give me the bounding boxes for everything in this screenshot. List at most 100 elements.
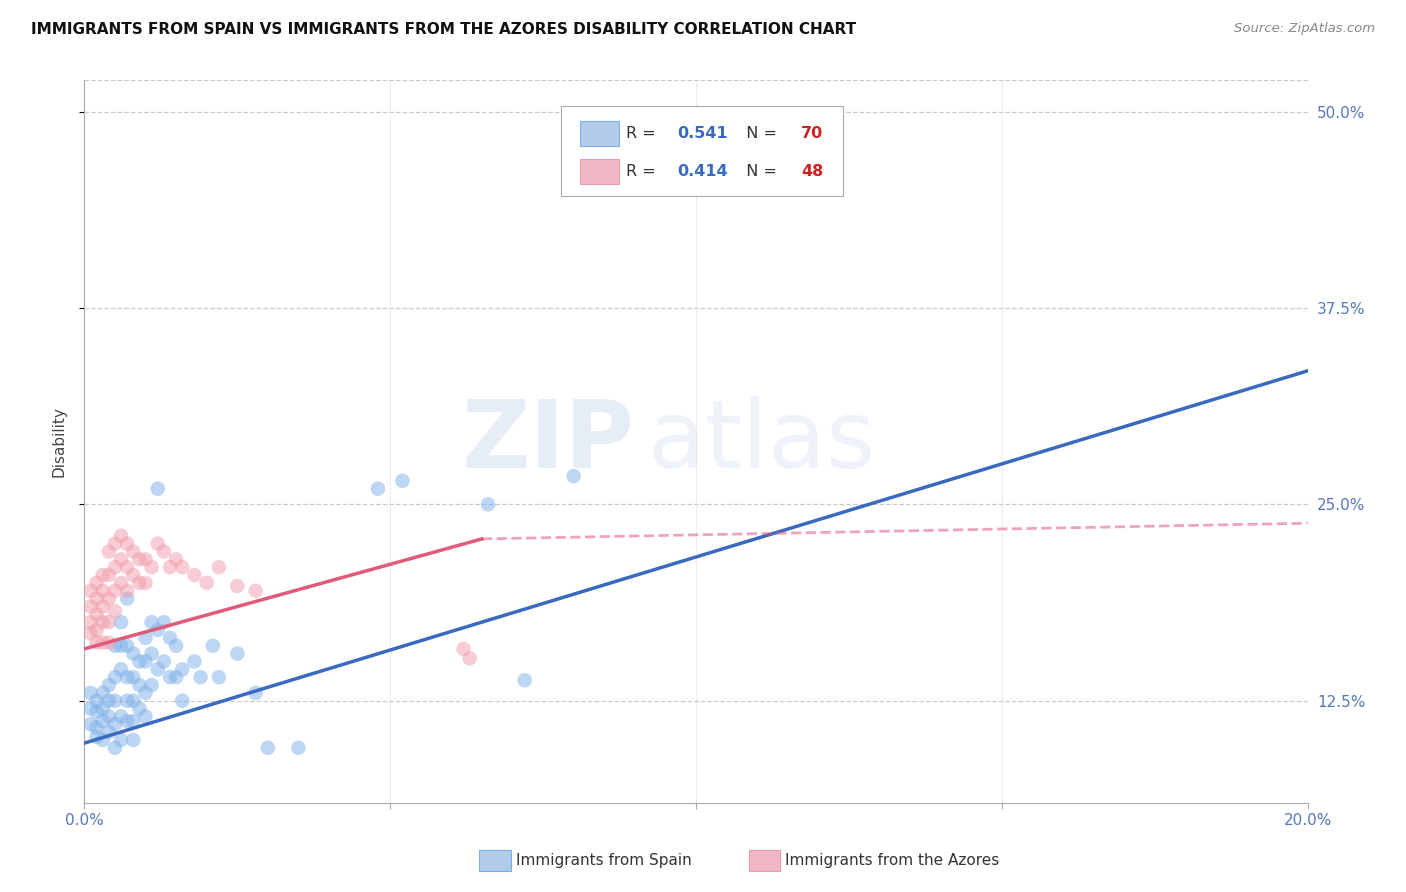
Point bbox=[86, 705, 108, 719]
Point bbox=[104, 583, 127, 598]
Point bbox=[135, 709, 157, 723]
Point bbox=[146, 536, 169, 550]
Point bbox=[104, 560, 127, 574]
Point bbox=[91, 583, 114, 598]
Point bbox=[477, 497, 499, 511]
Point bbox=[391, 474, 413, 488]
Point bbox=[91, 733, 114, 747]
Text: R =: R = bbox=[626, 126, 661, 141]
Point bbox=[146, 623, 169, 637]
Point bbox=[226, 579, 249, 593]
Point bbox=[97, 568, 120, 582]
Y-axis label: Disability: Disability bbox=[51, 406, 66, 477]
Point bbox=[97, 615, 120, 630]
Point bbox=[245, 583, 267, 598]
Point bbox=[104, 670, 127, 684]
Point bbox=[110, 615, 132, 630]
Point bbox=[208, 560, 231, 574]
Point bbox=[201, 639, 224, 653]
FancyBboxPatch shape bbox=[479, 850, 512, 871]
Point bbox=[110, 575, 132, 590]
Point bbox=[104, 740, 127, 755]
Point bbox=[115, 591, 138, 606]
Point bbox=[86, 575, 108, 590]
Text: N =: N = bbox=[737, 126, 783, 141]
Point bbox=[172, 560, 194, 574]
Point bbox=[104, 639, 127, 653]
Point bbox=[79, 626, 101, 640]
Text: N =: N = bbox=[737, 164, 783, 179]
Text: Immigrants from Spain: Immigrants from Spain bbox=[516, 853, 692, 868]
Point bbox=[122, 647, 145, 661]
Point bbox=[115, 536, 138, 550]
Point bbox=[110, 529, 132, 543]
Point bbox=[122, 694, 145, 708]
Text: 0.414: 0.414 bbox=[678, 164, 728, 179]
Point bbox=[91, 714, 114, 728]
Point bbox=[153, 544, 176, 558]
Point bbox=[86, 694, 108, 708]
Point bbox=[141, 560, 163, 574]
Point bbox=[97, 678, 120, 692]
Text: R =: R = bbox=[626, 164, 661, 179]
Point bbox=[110, 733, 132, 747]
Text: 0.541: 0.541 bbox=[678, 126, 728, 141]
Point bbox=[91, 615, 114, 630]
Point bbox=[190, 670, 212, 684]
Point bbox=[128, 552, 150, 566]
Text: 48: 48 bbox=[801, 164, 824, 179]
Point bbox=[183, 568, 205, 582]
Point bbox=[86, 635, 108, 649]
Point bbox=[128, 678, 150, 692]
Point bbox=[97, 635, 120, 649]
Point bbox=[122, 714, 145, 728]
Point bbox=[115, 670, 138, 684]
Point bbox=[367, 482, 389, 496]
Point bbox=[104, 536, 127, 550]
Point bbox=[110, 639, 132, 653]
Point bbox=[122, 544, 145, 558]
Point bbox=[257, 740, 280, 755]
Point bbox=[86, 623, 108, 637]
Point bbox=[226, 647, 249, 661]
Point bbox=[79, 686, 101, 700]
Point bbox=[97, 694, 120, 708]
Point bbox=[128, 701, 150, 715]
Point bbox=[86, 607, 108, 622]
Point bbox=[79, 615, 101, 630]
Point bbox=[79, 599, 101, 614]
Point bbox=[245, 686, 267, 700]
Point bbox=[165, 639, 187, 653]
Point bbox=[122, 733, 145, 747]
Point bbox=[513, 673, 536, 688]
Point bbox=[86, 720, 108, 734]
FancyBboxPatch shape bbox=[579, 159, 619, 184]
Point bbox=[159, 560, 181, 574]
Point bbox=[115, 560, 138, 574]
Point bbox=[153, 615, 176, 630]
Point bbox=[141, 678, 163, 692]
Point bbox=[654, 170, 676, 185]
Point bbox=[195, 575, 218, 590]
Point bbox=[135, 686, 157, 700]
Point bbox=[79, 701, 101, 715]
Point bbox=[562, 469, 585, 483]
Point bbox=[115, 639, 138, 653]
Point bbox=[91, 635, 114, 649]
Point bbox=[159, 670, 181, 684]
Point bbox=[135, 655, 157, 669]
Point bbox=[79, 717, 101, 731]
FancyBboxPatch shape bbox=[579, 121, 619, 145]
Point bbox=[128, 655, 150, 669]
Point bbox=[91, 686, 114, 700]
Point bbox=[165, 552, 187, 566]
Point bbox=[153, 655, 176, 669]
Text: Immigrants from the Azores: Immigrants from the Azores bbox=[786, 853, 1000, 868]
Point bbox=[104, 717, 127, 731]
Point bbox=[141, 647, 163, 661]
Text: ZIP: ZIP bbox=[463, 395, 636, 488]
Point bbox=[110, 662, 132, 676]
Text: atlas: atlas bbox=[647, 395, 876, 488]
Point bbox=[146, 662, 169, 676]
Point bbox=[135, 575, 157, 590]
